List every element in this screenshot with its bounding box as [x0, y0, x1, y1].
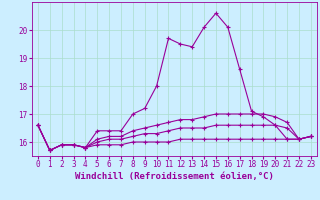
X-axis label: Windchill (Refroidissement éolien,°C): Windchill (Refroidissement éolien,°C) [75, 172, 274, 181]
